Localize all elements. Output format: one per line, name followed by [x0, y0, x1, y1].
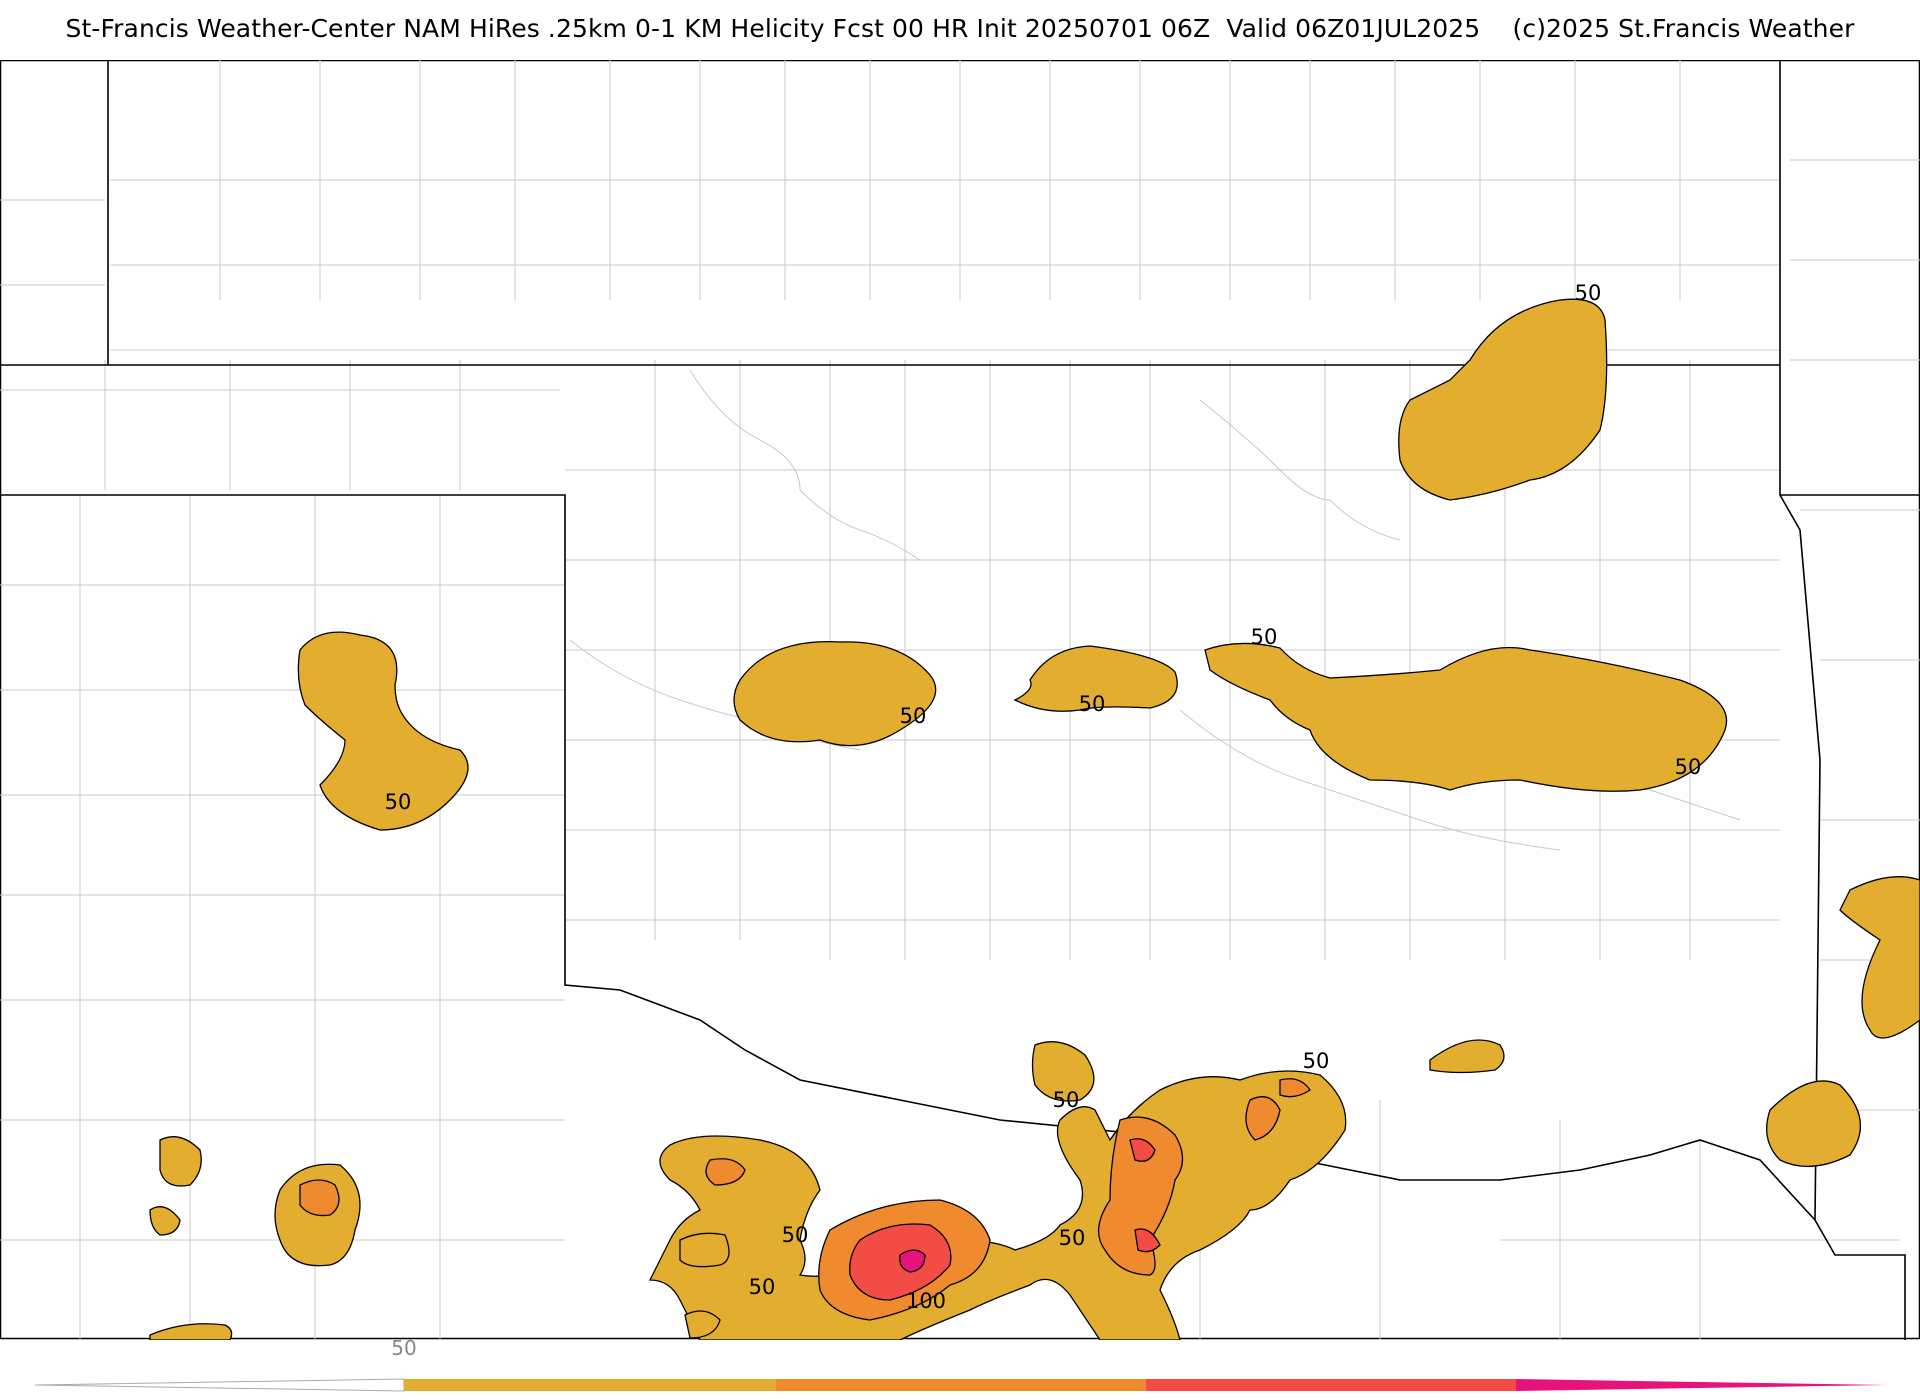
- colorbar: 50: [34, 1336, 1886, 1392]
- contour-region-sw4: [149, 1323, 233, 1340]
- contour-labels: 50 50 50 50 50 50 50 50 50 50 50 50 100: [385, 281, 1702, 1313]
- helicity-map[interactable]: 50 50 50 50 50 50 50 50 50 50 50 50 100: [0, 60, 1920, 1340]
- contour-label-m: 100: [906, 1289, 946, 1313]
- contour-region-ne: [1398, 298, 1608, 501]
- contour-region-sw2: [149, 1206, 181, 1236]
- contour-region-fe1: [1839, 876, 1920, 1039]
- contour-label-b: 50: [900, 704, 927, 728]
- contour-label-j: 50: [782, 1223, 809, 1247]
- colorbar-lower-extension: [34, 1378, 405, 1392]
- contour-region-200: [899, 1249, 926, 1273]
- contour-region-150b: [1129, 1138, 1156, 1162]
- colorbar-segment-150: [1146, 1379, 1516, 1391]
- contour-region-100e: [1245, 1096, 1281, 1141]
- helicity-filled-contours: [149, 298, 1920, 1340]
- colorbar-segment-50: [404, 1379, 776, 1391]
- contour-label-g: 50: [1303, 1049, 1330, 1073]
- contour-region-100b: [705, 1158, 746, 1186]
- contour-region-sw1: [159, 1136, 202, 1187]
- contour-label-d: 50: [1251, 625, 1278, 649]
- contour-region-150c: [1134, 1228, 1161, 1253]
- contour-region-c1: [733, 641, 937, 747]
- contour-region-s-small2: [684, 1310, 721, 1339]
- colorbar-segment-100: [776, 1379, 1146, 1391]
- contour-label-f: 50: [385, 790, 412, 814]
- contour-region-s-small1: [679, 1232, 730, 1268]
- contour-label-i: 50: [1059, 1226, 1086, 1250]
- contour-region-fe2: [1766, 1080, 1862, 1168]
- contour-region-e: [1204, 642, 1728, 792]
- contour-label-c: 50: [1079, 692, 1106, 716]
- contour-label-e: 50: [1675, 755, 1702, 779]
- colorbar-tick-label: 50: [391, 1336, 416, 1360]
- map-title: St-Francis Weather-Center NAM HiRes .25k…: [65, 14, 1855, 43]
- contour-region-c2: [1013, 645, 1178, 712]
- colorbar-upper-extension: [1516, 1379, 1886, 1391]
- contour-region-100a: [299, 1179, 340, 1217]
- contour-region-s-north: [1031, 1041, 1095, 1102]
- contour-region-w: [297, 631, 469, 831]
- contour-region-se-small: [1429, 1039, 1505, 1074]
- contour-label-h: 50: [1053, 1088, 1080, 1112]
- contour-label-a: 50: [1575, 281, 1602, 305]
- contour-region-100d: [1098, 1116, 1184, 1276]
- contour-region-100f: [1279, 1078, 1311, 1098]
- contour-label-k: 50: [749, 1275, 776, 1299]
